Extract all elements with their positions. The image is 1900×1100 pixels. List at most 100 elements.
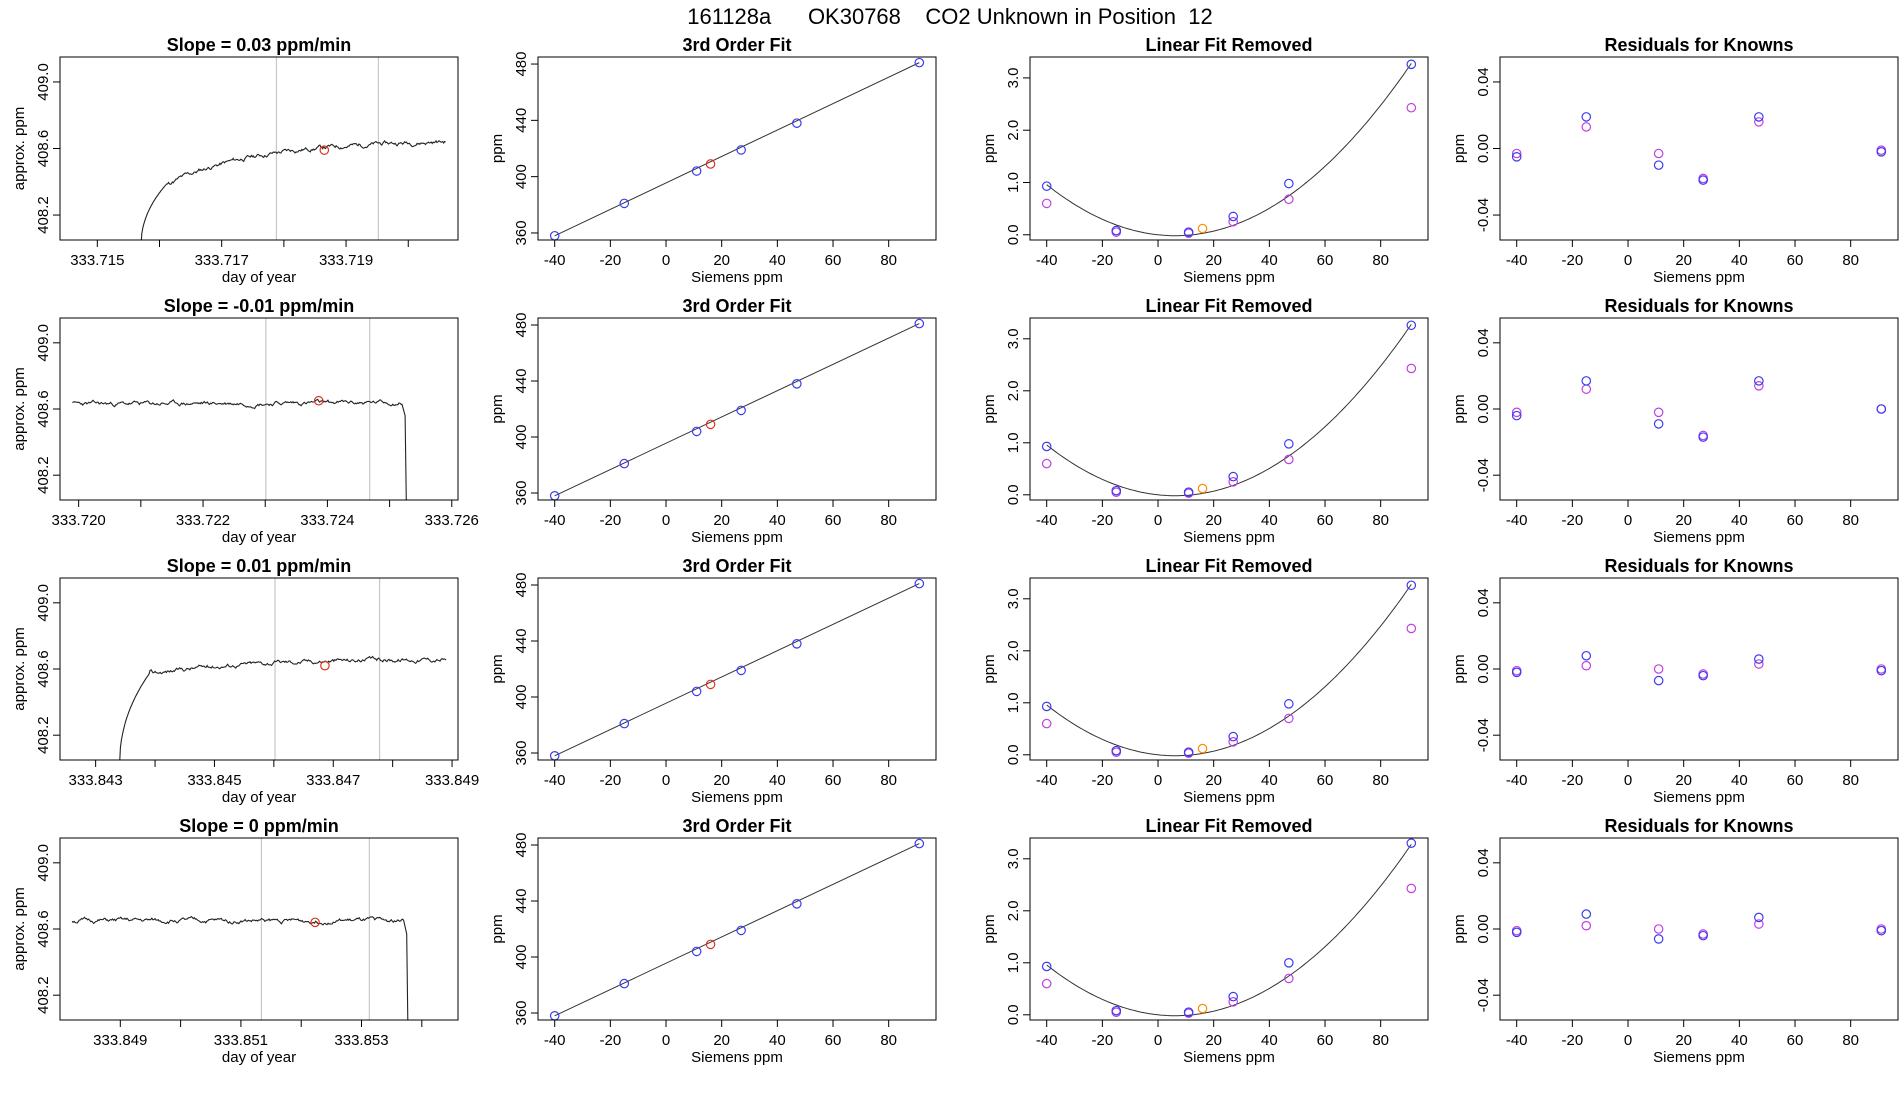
x-tick-label: 80	[1372, 252, 1389, 269]
plot-border	[59, 837, 459, 1021]
x-tick-label: -40	[1036, 252, 1058, 269]
known-point	[619, 978, 630, 989]
x-tick-label: 0	[662, 512, 670, 529]
x-tick-label: -20	[1092, 512, 1114, 529]
x-tick-label: 333.853	[334, 1032, 388, 1049]
y-tick-label: 1.0	[1005, 952, 1022, 973]
y-tick-label: -0.04	[1475, 458, 1492, 492]
plot-border	[1499, 577, 1899, 761]
known-fit-point	[1228, 991, 1238, 1002]
x-tick-label: 40	[1731, 772, 1748, 789]
panel-title: Residuals for Knowns	[1604, 35, 1793, 55]
known-point	[914, 57, 925, 68]
known-point	[619, 458, 630, 469]
x-tick-label: 60	[825, 1032, 842, 1049]
x-tick-label: 333.726	[425, 512, 479, 529]
x-tick-label: 20	[1675, 772, 1692, 789]
residual-fit-point	[1581, 112, 1592, 122]
y-tick-label: 2.0	[1005, 120, 1022, 141]
y-tick-label: 409.0	[35, 63, 52, 101]
x-tick-label: 0	[662, 772, 670, 789]
known-raw-point	[1228, 476, 1238, 487]
y-tick-label: 0.00	[1475, 134, 1492, 163]
residual-fit-point	[1653, 675, 1664, 686]
known-point	[914, 838, 925, 849]
x-tick-label: 333.849	[93, 1032, 147, 1049]
residual-raw-point	[1754, 117, 1764, 127]
known-fit-point	[1284, 439, 1294, 449]
panel-title: Linear Fit Removed	[1145, 35, 1312, 55]
x-tick-label: 80	[1372, 512, 1389, 529]
panel-title: 3rd Order Fit	[682, 556, 791, 576]
plot-border	[1499, 317, 1899, 501]
known-raw-point	[1041, 978, 1052, 989]
y-axis-label: ppm	[981, 914, 998, 943]
y-axis-label: ppm	[1451, 134, 1468, 163]
plot-border	[537, 317, 937, 501]
x-axis-label: day of year	[222, 529, 296, 546]
x-tick-label: 60	[825, 772, 842, 789]
residual-raw-point	[1511, 407, 1522, 418]
x-tick-label: 0	[1154, 1032, 1162, 1049]
known-point	[691, 166, 702, 176]
x-tick-label: -40	[1036, 512, 1058, 529]
x-tick-label: -20	[1092, 252, 1114, 269]
residual-fit-point	[1653, 419, 1664, 429]
x-tick-label: 20	[1675, 1032, 1692, 1049]
known-fit-point	[1406, 320, 1417, 331]
x-tick-label: 333.845	[187, 772, 241, 789]
residual-fit-point	[1876, 665, 1887, 676]
known-raw-point	[1041, 198, 1052, 209]
plot-border	[59, 317, 459, 501]
y-tick-label: 400	[513, 164, 530, 189]
plot-border	[1499, 837, 1899, 1021]
known-point	[914, 318, 925, 329]
y-tick-label: 408.2	[35, 716, 52, 754]
known-point	[914, 578, 925, 589]
x-tick-label: 40	[769, 1032, 786, 1049]
x-tick-label: 40	[1261, 1032, 1278, 1049]
y-tick-label: 0.0	[1005, 224, 1022, 245]
x-axis-label: Siemens ppm	[1183, 1049, 1275, 1066]
y-tick-label: 440	[513, 368, 530, 393]
x-tick-label: -40	[544, 1032, 566, 1049]
panel-title: Slope = 0.03 ppm/min	[167, 35, 352, 55]
residual-fit-point	[1754, 912, 1764, 923]
x-tick-label: -40	[1506, 512, 1528, 529]
known-raw-point	[1228, 996, 1238, 1007]
x-axis-label: Siemens ppm	[1653, 789, 1745, 806]
x-tick-label: 20	[713, 772, 730, 789]
known-fit-point	[1041, 181, 1052, 191]
y-tick-label: 0.0	[1005, 1004, 1022, 1025]
unknown-point	[705, 419, 716, 430]
y-tick-label: 1.0	[1005, 172, 1022, 193]
known-raw-point	[1284, 713, 1294, 724]
x-tick-label: 40	[1731, 1032, 1748, 1049]
x-tick-label: 80	[1842, 512, 1859, 529]
x-axis-label: Siemens ppm	[691, 789, 783, 806]
y-tick-label: 360	[513, 480, 530, 505]
x-tick-label: 333.720	[52, 512, 106, 529]
residual-fit-point	[1754, 654, 1764, 664]
unknown-point	[1197, 223, 1208, 234]
known-point	[736, 145, 746, 155]
x-tick-label: -20	[600, 512, 622, 529]
known-point	[736, 405, 746, 416]
known-raw-point	[1041, 718, 1052, 729]
known-fit-point	[1111, 1005, 1122, 1016]
x-tick-label: -40	[1036, 1032, 1058, 1049]
y-tick-label: 408.2	[35, 456, 52, 494]
x-tick-label: 60	[1787, 1032, 1804, 1049]
residual-fit-point	[1653, 160, 1664, 170]
x-axis-label: Siemens ppm	[1183, 789, 1275, 806]
residual-fit-point	[1511, 927, 1522, 938]
known-fit-point	[1406, 580, 1417, 591]
residual-raw-point	[1581, 920, 1592, 931]
known-raw-point	[1284, 454, 1294, 465]
panel-title: Slope = -0.01 ppm/min	[164, 296, 355, 316]
y-tick-label: 0.00	[1475, 654, 1492, 683]
panel-title: Linear Fit Removed	[1145, 556, 1312, 576]
x-tick-label: 60	[1317, 252, 1334, 269]
x-tick-label: -20	[1092, 1032, 1114, 1049]
